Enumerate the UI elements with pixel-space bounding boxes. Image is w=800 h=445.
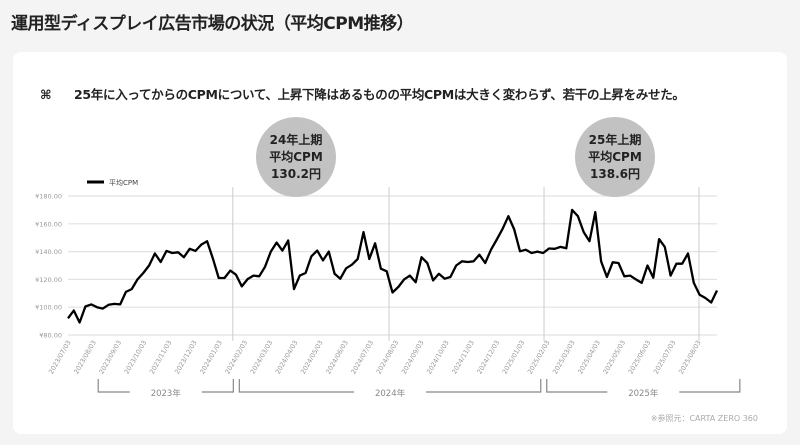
- x-tick-label: 2024/05/03: [299, 339, 325, 375]
- x-tick-label: 2025/03/03: [551, 339, 577, 375]
- x-tick-label: 2024/12/03: [475, 339, 501, 375]
- x-tick-label: 2024/10/03: [425, 339, 451, 375]
- year-label: 2025年: [628, 388, 659, 399]
- bubble-period: 24年上期: [269, 132, 323, 147]
- x-tick-label: 2023/10/03: [123, 339, 149, 375]
- x-tick-label: 2025/07/03: [652, 339, 678, 375]
- x-tick-label: 2024/01/03: [198, 339, 224, 375]
- x-tick-label: 2025/02/03: [526, 339, 552, 375]
- x-tick-label: 2024/07/03: [349, 339, 375, 375]
- x-tick-label: 2025/01/03: [501, 339, 527, 375]
- cpm-series-line: [67, 208, 719, 324]
- command-icon: ⌘: [40, 87, 52, 102]
- x-tick-label: 2024/02/03: [223, 339, 249, 375]
- bubble-label: 平均CPM: [269, 149, 323, 164]
- y-tick-label: ¥120.00: [35, 276, 62, 284]
- x-tick-label: 2024/08/03: [375, 339, 401, 375]
- summary-text: 25年に入ってからのCPMについて、上昇下降はあるものの平均CPMは大きく変わら…: [74, 87, 685, 102]
- y-tick-label: ¥140.00: [35, 248, 62, 256]
- y-tick-label: ¥80.00: [39, 332, 62, 340]
- year-label: 2023年: [151, 388, 182, 399]
- year-label: 2024年: [375, 388, 406, 399]
- x-tick-label: 2024/04/03: [274, 339, 300, 375]
- bubble-label: 平均CPM: [588, 149, 642, 164]
- x-tick-label: 2023/09/03: [97, 339, 123, 375]
- source-note: ※参照元：CARTA ZERO 360: [650, 414, 758, 423]
- y-tick-label: ¥160.00: [35, 220, 62, 228]
- bubble-2025-h1: 25年上期 平均CPM 138.6円: [575, 117, 655, 197]
- legend-label: 平均CPM: [109, 178, 138, 187]
- page-title: 運用型ディスプレイ広告市場の状況（平均CPM推移）: [11, 14, 414, 34]
- x-tick-label: 2024/06/03: [324, 339, 350, 375]
- year-bracket: [546, 379, 741, 393]
- x-tick-label: 2023/11/03: [148, 339, 174, 375]
- year-bracket: [238, 379, 542, 393]
- x-tick-label: 2025/06/03: [627, 339, 653, 375]
- bubble-value: 130.2円: [271, 166, 321, 181]
- x-tick-label: 2025/08/03: [677, 339, 703, 375]
- x-tick-label: 2023/12/03: [173, 339, 199, 375]
- x-tick-label: 2024/09/03: [400, 339, 426, 375]
- x-tick-label: 2025/05/03: [601, 339, 627, 375]
- bubble-value: 138.6円: [590, 166, 640, 181]
- x-tick-label: 2025/04/03: [576, 339, 602, 375]
- y-tick-label: ¥100.00: [35, 304, 62, 312]
- x-tick-label: 2024/11/03: [450, 339, 476, 375]
- bubble-period: 25年上期: [588, 132, 642, 147]
- x-tick-label: 2023/07/03: [47, 339, 73, 375]
- y-tick-label: ¥180.00: [35, 193, 62, 201]
- year-bracket: [97, 379, 234, 393]
- bubble-2024-h1: 24年上期 平均CPM 130.2円: [256, 117, 336, 197]
- x-tick-label: 2023/08/03: [72, 339, 98, 375]
- x-tick-label: 2024/03/03: [249, 339, 275, 375]
